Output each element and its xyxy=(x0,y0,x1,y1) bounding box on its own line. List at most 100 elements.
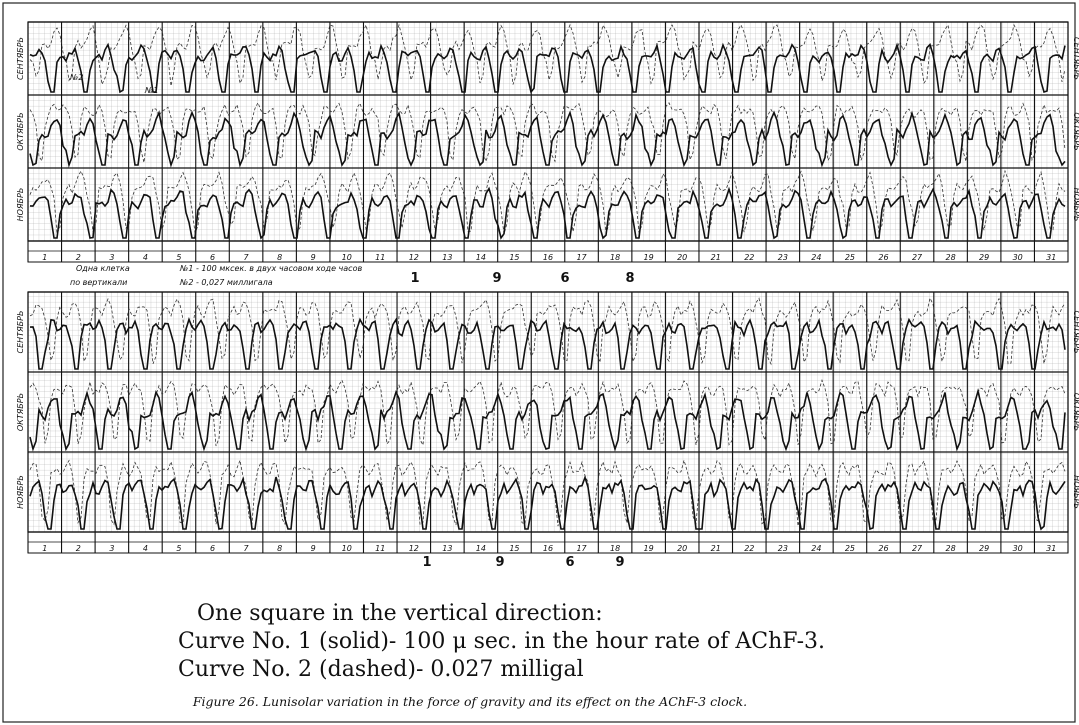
year-digit: 9 xyxy=(492,271,501,286)
month-label: ОКТЯБРЬ xyxy=(16,393,25,431)
day-label: 3 xyxy=(109,253,114,262)
day-label: 28 xyxy=(945,544,955,553)
caption-line: Curve No. 1 (solid)- 100 μ sec. in the h… xyxy=(178,629,825,654)
trace-dashed xyxy=(29,101,1066,163)
note: №2 - 0,027 миллигала xyxy=(179,278,273,287)
day-label: 31 xyxy=(1046,253,1056,262)
day-label: 7 xyxy=(244,544,250,553)
day-label: 25 xyxy=(845,544,855,553)
grid xyxy=(27,21,1069,242)
trace-solid xyxy=(29,316,1066,370)
day-label: 2 xyxy=(76,253,81,262)
day-label: 11 xyxy=(375,253,385,262)
month-label: НОЯБРЬ xyxy=(16,475,25,509)
day-label: 20 xyxy=(677,544,687,553)
trace-solid xyxy=(29,388,1066,452)
day-label: 26 xyxy=(878,544,888,553)
day-label: 29 xyxy=(979,253,989,262)
day-label: 16 xyxy=(543,544,553,553)
day-label: 2 xyxy=(76,544,81,553)
day-label: 23 xyxy=(778,253,788,262)
trace-solid xyxy=(29,475,1066,531)
day-label: 30 xyxy=(1013,253,1023,262)
day-label: 10 xyxy=(342,544,352,553)
day-label: 22 xyxy=(744,544,754,553)
day-label: 4 xyxy=(143,544,148,553)
day-label: 21 xyxy=(711,253,721,262)
day-label: 9 xyxy=(311,253,316,262)
caption-line: Curve No. 2 (dashed)- 0.027 milligal xyxy=(178,657,584,682)
note: №1 - 100 мксек. в двух часовом ходе часо… xyxy=(179,264,362,273)
trace-solid xyxy=(29,110,1066,168)
month-label: ОКТЯБРЬ xyxy=(1072,112,1079,150)
day-row xyxy=(27,240,1069,263)
trace-dashed xyxy=(29,169,1066,235)
day-label: 11 xyxy=(375,544,385,553)
day-label: 15 xyxy=(509,544,519,553)
day-label: 1 xyxy=(42,544,47,553)
day-label: 13 xyxy=(442,544,452,553)
day-label: 21 xyxy=(711,544,721,553)
day-label: 29 xyxy=(979,544,989,553)
year-digit: 1 xyxy=(410,271,419,286)
day-label: 24 xyxy=(811,544,821,553)
day-label: 14 xyxy=(476,544,486,553)
day-label: 16 xyxy=(543,253,553,262)
month-label: СЕНТЯБРЬ xyxy=(1072,311,1079,354)
trace-dashed xyxy=(29,458,1066,527)
day-label: 15 xyxy=(509,253,519,262)
day-label: 27 xyxy=(912,253,923,262)
year-digit: 6 xyxy=(560,271,569,286)
year-digit: 9 xyxy=(495,555,504,570)
day-label: 14 xyxy=(476,253,486,262)
month-label: СЕНТЯБРЬ xyxy=(16,311,25,354)
figure-caption: Figure 26. Lunisolar variation in the fo… xyxy=(192,694,747,709)
month-label: НОЯБРЬ xyxy=(1072,188,1079,222)
day-label: 20 xyxy=(677,253,687,262)
day-label: 12 xyxy=(409,253,419,262)
curve-label: №2 xyxy=(69,73,83,82)
trace-solid xyxy=(29,186,1066,240)
month-label: ОКТЯБРЬ xyxy=(1072,393,1079,431)
day-label: 18 xyxy=(610,544,620,553)
day-label: 25 xyxy=(845,253,855,262)
day-label: 27 xyxy=(912,544,923,553)
day-label: 26 xyxy=(878,253,888,262)
day-label: 22 xyxy=(744,253,754,262)
day-label: 17 xyxy=(576,253,587,262)
note: по вертикали xyxy=(70,278,127,287)
day-label: 7 xyxy=(244,253,250,262)
caption-line: One square in the vertical direction: xyxy=(197,601,603,626)
day-label: 4 xyxy=(143,253,148,262)
day-label: 6 xyxy=(210,253,215,262)
day-label: 10 xyxy=(342,253,352,262)
day-label: 8 xyxy=(277,544,282,553)
month-label: НОЯБРЬ xyxy=(1072,475,1079,509)
day-label: 3 xyxy=(109,544,114,553)
trace-solid xyxy=(29,42,1066,94)
curve-label: №1 xyxy=(144,86,158,95)
trace-dashed xyxy=(29,23,1066,86)
day-label: 5 xyxy=(176,544,181,553)
day-label: 24 xyxy=(811,253,821,262)
day-label: 19 xyxy=(644,544,654,553)
day-label: 31 xyxy=(1046,544,1056,553)
month-label: ОКТЯБРЬ xyxy=(16,112,25,150)
year-digit: 6 xyxy=(565,555,574,570)
day-label: 9 xyxy=(311,544,316,553)
day-label: 12 xyxy=(409,544,419,553)
day-label: 23 xyxy=(778,544,788,553)
day-label: 13 xyxy=(442,253,452,262)
trace-dashed xyxy=(29,379,1066,447)
month-label: НОЯБРЬ xyxy=(16,188,25,222)
day-label: 5 xyxy=(176,253,181,262)
year-digit: 9 xyxy=(615,555,624,570)
trace-dashed xyxy=(29,297,1066,366)
day-label: 8 xyxy=(277,253,282,262)
note: Одна клетка xyxy=(76,264,130,273)
day-label: 6 xyxy=(210,544,215,553)
figure: 1 2 3 4 5 6 7 8 9 10 11 12 13 14 15 16 17 18 19 20 21 22 23 24 2… xyxy=(16,21,1079,570)
year-digit: 8 xyxy=(625,271,634,286)
day-label: 1 xyxy=(42,253,47,262)
